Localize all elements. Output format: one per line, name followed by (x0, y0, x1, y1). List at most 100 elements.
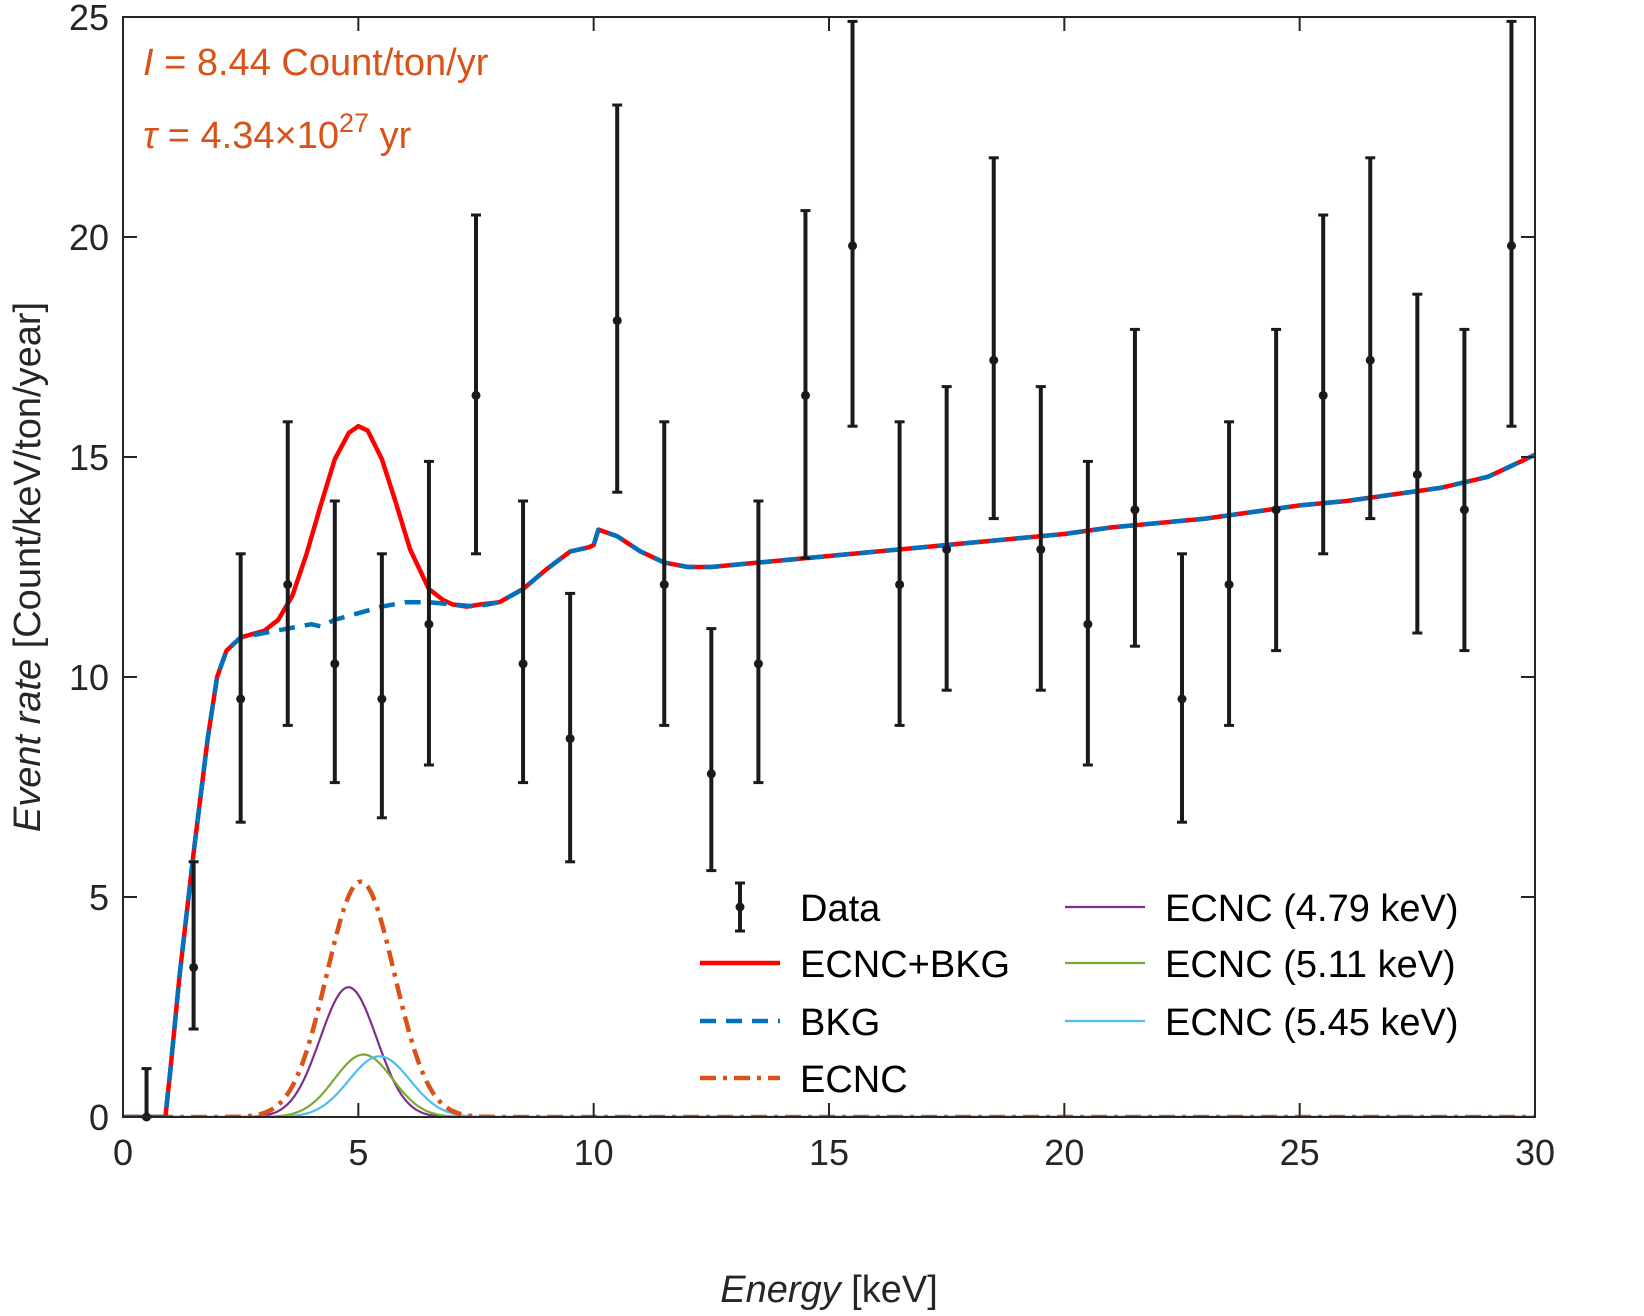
legend-label: ECNC (800, 1059, 908, 1101)
x-axis-label: Energy [keV] (720, 1269, 938, 1311)
y-tick-label: 0 (89, 1097, 109, 1138)
y-axis-label: Event rate [Count/keV/ton/year] (7, 302, 49, 832)
intensity-annotation: I = 8.44 Count/ton/yr (143, 42, 489, 84)
data-marker (471, 390, 481, 400)
data-marker (1412, 470, 1422, 480)
data-point (1506, 19, 1517, 428)
legend-label: ECNC+BKG (800, 944, 1010, 986)
x-tick-label: 15 (809, 1132, 849, 1173)
data-point (565, 591, 576, 864)
data-marker (753, 659, 763, 669)
data-point (1177, 552, 1187, 824)
curves-layer (123, 423, 1535, 1117)
data-marker (1365, 355, 1375, 365)
data-marker (1318, 390, 1328, 400)
x-tick-label: 25 (1280, 1132, 1320, 1173)
lifetime-exponent: 27 (339, 108, 369, 138)
data-marker (377, 694, 387, 704)
data-point (376, 552, 387, 820)
data-point (847, 19, 858, 428)
x-axis-label-italic: Energy (720, 1269, 842, 1311)
data-point (1129, 327, 1140, 648)
intensity-value: = 8.44 Count/ton/yr (154, 42, 489, 84)
x-tick-label: 0 (113, 1132, 133, 1173)
data-point (1035, 385, 1046, 692)
y-tick-label: 25 (69, 0, 109, 38)
data-point (141, 1067, 152, 1122)
y-tick-label: 10 (69, 657, 109, 698)
data-marker (895, 580, 905, 590)
legend-entry: Data (735, 881, 881, 933)
lifetime-mantissa: = 4.34 (157, 115, 274, 157)
data-point (329, 499, 340, 785)
data-point (800, 209, 811, 560)
data-marker (942, 544, 952, 554)
data-marker (330, 659, 340, 669)
data-marker (424, 619, 434, 629)
y-tick-label: 5 (89, 877, 109, 918)
data-point (612, 103, 623, 494)
data-marker (283, 580, 293, 590)
times-sign: × (274, 115, 296, 157)
data-marker (1459, 505, 1469, 515)
y-axis-label-italic: Event rate (7, 659, 49, 832)
series-ecnc-bkg (123, 423, 1535, 1117)
series-ecnc (123, 879, 1535, 1117)
data-point (1459, 327, 1470, 653)
legend-entry: BKG (700, 1002, 880, 1044)
x-tick-label: 10 (574, 1132, 614, 1173)
legend-label: ECNC (5.11 keV) (1165, 944, 1456, 986)
data-marker (612, 316, 622, 326)
data-marker (800, 390, 810, 400)
data-marker (706, 769, 716, 779)
lifetime-annotation: τ = 4.34×1027 yr (143, 108, 412, 157)
data-point (518, 499, 529, 785)
data-marker (848, 241, 858, 251)
lifetime-symbol: τ (143, 115, 160, 157)
data-point (941, 385, 952, 692)
data-point (1082, 459, 1093, 767)
legend-label: Data (800, 888, 881, 930)
data-marker (659, 580, 669, 590)
legend-entry: ECNC (5.11 keV) (1065, 944, 1456, 986)
intensity-symbol: I (143, 42, 154, 84)
legend-label: ECNC (5.45 keV) (1165, 1002, 1459, 1044)
x-tick-label: 20 (1044, 1132, 1084, 1173)
y-axis-label-unit: [Count/keV/ton/year] (7, 302, 49, 659)
data-point (1224, 420, 1235, 727)
data-marker (1271, 505, 1281, 515)
x-tick-label: 30 (1515, 1132, 1555, 1173)
legend: Data ECNC+BKG BKG ECNC ECNC (4.79 keV) ECNC (… (700, 881, 1459, 1101)
data-point (894, 420, 905, 727)
axis-ticks-layer: 0 5 10 15 20 25 30 0 5 10 15 20 25 (69, 0, 1555, 1173)
series-ecnc-4-79-kev (123, 986, 1535, 1117)
data-point (1412, 292, 1423, 635)
y-tick-label: 15 (69, 437, 109, 478)
data-marker (236, 694, 246, 704)
data-marker (1506, 241, 1516, 251)
lifetime-unit: yr (369, 115, 412, 157)
data-marker (518, 659, 528, 669)
data-point (706, 627, 717, 873)
data-marker (189, 962, 199, 972)
legend-entry: ECNC (700, 1059, 908, 1101)
data-point (423, 459, 434, 767)
data-point (753, 499, 764, 785)
legend-label: BKG (800, 1002, 880, 1044)
legend-entry: ECNC (4.79 keV) (1065, 888, 1459, 930)
data-point (471, 213, 481, 556)
data-errorbars-layer (141, 19, 1517, 1122)
data-marker (1130, 505, 1140, 515)
data-point (1318, 213, 1329, 556)
legend-swatch-marker (735, 902, 745, 912)
data-point (282, 420, 293, 727)
legend-entry: ECNC (5.45 keV) (1065, 1002, 1459, 1044)
series-ecnc-5-11-kev (123, 1053, 1535, 1117)
legend-entry: ECNC+BKG (700, 944, 1010, 986)
data-marker (1224, 580, 1234, 590)
data-marker (1177, 694, 1187, 704)
x-tick-label: 5 (348, 1132, 368, 1173)
data-marker (1083, 619, 1093, 629)
data-point (988, 156, 999, 521)
